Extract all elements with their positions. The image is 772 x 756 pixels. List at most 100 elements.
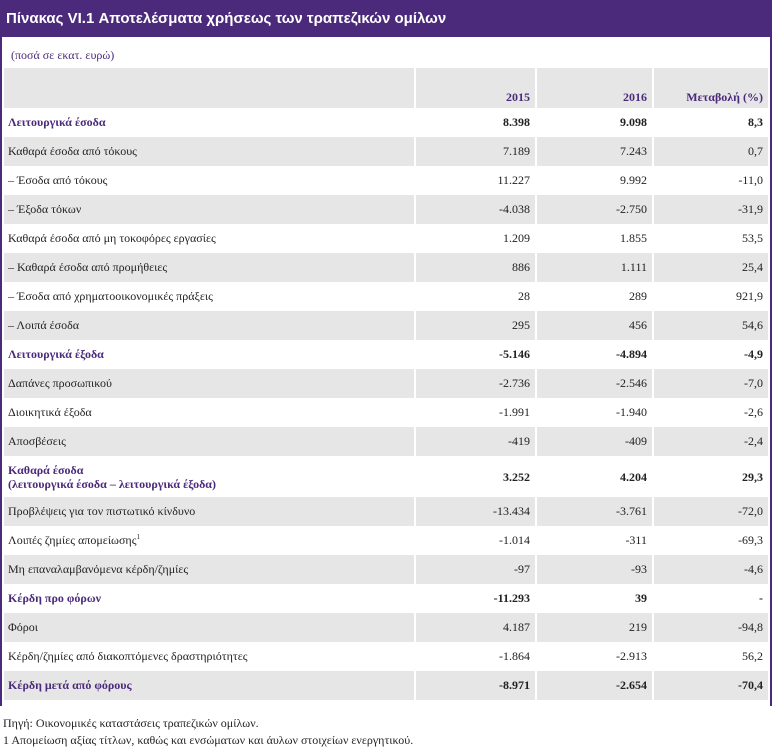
value-change: -11,0 bbox=[738, 173, 763, 187]
value-change: 0,7 bbox=[654, 137, 768, 166]
value-2015: -4.038 bbox=[416, 195, 537, 224]
value-2015: -1.014 bbox=[416, 526, 537, 555]
value-2015: -13.434 bbox=[416, 497, 537, 526]
value-change: -94,8 bbox=[654, 613, 768, 642]
row-label: Λειτουργικά έξοδα bbox=[4, 340, 416, 369]
value-2015: 886 bbox=[416, 253, 537, 282]
results-table: 2015 2016 Μεταβολή (%) Λειτουργικά έσοδα… bbox=[4, 68, 768, 700]
value-change: 25,4 bbox=[654, 253, 768, 282]
table-title: Πίνακας VI.1 Αποτελέσματα χρήσεως των τρ… bbox=[0, 0, 772, 37]
table-row: Μη επαναλαμβανόμενα κέρδη/ζημίες -97 -93… bbox=[4, 555, 768, 584]
row-label: – Έξοδα τόκων bbox=[4, 195, 416, 224]
row-label: Διοικητικά έξοδα bbox=[4, 398, 416, 427]
value-2015: 11.227 bbox=[416, 166, 537, 195]
header-label-cell bbox=[4, 68, 416, 108]
value-2015: 3.252 bbox=[416, 456, 537, 497]
table-row: – Καθαρά έσοδα από προμήθειες 886 1.111 … bbox=[4, 253, 768, 282]
row-label: Λειτουργικά έσοδα bbox=[4, 108, 416, 137]
value-2016: -2.913 bbox=[537, 642, 654, 671]
header-change: Μεταβολή (%) bbox=[654, 68, 768, 108]
value-2016: 219 bbox=[537, 613, 654, 642]
table-row: Αποσβέσεις -419 -409 -2,4 bbox=[4, 427, 768, 456]
value-change: -2,4 bbox=[654, 427, 768, 456]
row-label: – Έσοδα από χρηματοοικονομικές πράξεις bbox=[4, 282, 416, 311]
table-row: Κέρδη/ζημίες από διακοπτόμενες δραστηριό… bbox=[4, 642, 768, 671]
value-2015: -5.146 bbox=[416, 340, 537, 369]
value-2015: -2.736 bbox=[416, 369, 537, 398]
row-label: Φόροι bbox=[4, 613, 416, 642]
value-change: -4,6 bbox=[654, 555, 768, 584]
value-2016: 456 bbox=[537, 311, 654, 340]
value-2016: -4.894 bbox=[537, 340, 654, 369]
table-row: Κέρδη προ φόρων -11.293 39 - bbox=[4, 584, 768, 613]
value-change: -72,0 bbox=[654, 497, 768, 526]
row-label: Κέρδη μετά από φόρους bbox=[4, 671, 416, 700]
value-change: 54,6 bbox=[654, 311, 768, 340]
value-2015: 7.189 bbox=[416, 137, 537, 166]
table-row: Λοιπές ζημίες απομείωσης1 -1.014 -311 -6… bbox=[4, 526, 768, 555]
value-2016: -2.750 bbox=[537, 195, 654, 224]
table-row: – Έσοδα από τόκους 11.227 9.992 -11,0 bbox=[4, 166, 768, 195]
value-2015: 8.398 bbox=[416, 108, 537, 137]
value-2016: -3.761 bbox=[537, 497, 654, 526]
value-2016: -93 bbox=[537, 555, 654, 584]
value-change: -2,6 bbox=[744, 405, 763, 419]
value-change: -7,0 bbox=[654, 369, 768, 398]
value-2015: 1.209 bbox=[416, 224, 537, 253]
table-row: Καθαρά έσοδα (λειτουργικά έσοδα – λειτουρ… bbox=[4, 456, 768, 497]
value-2016: 9.992 bbox=[537, 166, 654, 195]
footnote-1: 1 Απομείωση αξίας τίτλων, καθώς και ενσώ… bbox=[3, 733, 414, 747]
value-change: 29,3 bbox=[742, 469, 763, 484]
table-row: Λειτουργικά έσοδα 8.398 9.098 8,3 bbox=[4, 108, 768, 137]
row-label: Καθαρά έσοδα από τόκους bbox=[4, 137, 416, 166]
value-2015: -8.971 bbox=[416, 671, 537, 700]
value-change: 921,9 bbox=[736, 289, 763, 303]
row-label: Καθαρά έσοδα από μη τοκοφόρες εργασίες bbox=[4, 224, 416, 253]
row-label: Κέρδη προ φόρων bbox=[4, 584, 416, 613]
value-change: 53,5 bbox=[742, 231, 763, 245]
value-2015: -1.864 bbox=[416, 642, 537, 671]
value-change: -31,9 bbox=[654, 195, 768, 224]
value-2016: -2.546 bbox=[537, 369, 654, 398]
row-label-line2: (λειτουργικά έσοδα – λειτουργικά έξοδα) bbox=[8, 476, 217, 491]
value-2016: 289 bbox=[537, 282, 654, 311]
header-2015: 2015 bbox=[416, 68, 537, 108]
header-row: 2015 2016 Μεταβολή (%) bbox=[4, 68, 768, 108]
table-row: Καθαρά έσοδα από μη τοκοφόρες εργασίες 1… bbox=[4, 224, 768, 253]
value-2015: 295 bbox=[416, 311, 537, 340]
table-row: Κέρδη μετά από φόρους -8.971 -2.654 -70,… bbox=[4, 671, 768, 700]
value-change: - bbox=[759, 591, 763, 605]
row-label: Μη επαναλαμβανόμενα κέρδη/ζημίες bbox=[4, 555, 416, 584]
value-change: -4,9 bbox=[744, 347, 763, 361]
row-label: Κέρδη/ζημίες από διακοπτόμενες δραστηριό… bbox=[4, 642, 416, 671]
table-row: Προβλέψεις για τον πιστωτικό κίνδυνο -13… bbox=[4, 497, 768, 526]
table-footer: Πηγή: Οικονομικές καταστάσεις τραπεζικών… bbox=[3, 715, 413, 749]
table-frame bbox=[0, 37, 772, 706]
table-row: Δαπάνες προσωπικού -2.736 -2.546 -7,0 bbox=[4, 369, 768, 398]
value-2015: -1.991 bbox=[416, 398, 537, 427]
value-2016: 7.243 bbox=[537, 137, 654, 166]
units-note: (ποσά σε εκατ. ευρώ) bbox=[11, 48, 115, 62]
value-2016: 1.855 bbox=[537, 224, 654, 253]
row-label-line1: Καθαρά έσοδα bbox=[8, 462, 84, 477]
row-label: Λοιπές ζημίες απομείωσης1 bbox=[4, 526, 416, 555]
value-2016: 1.111 bbox=[537, 253, 654, 282]
table-row: – Λοιπά έσοδα 295 456 54,6 bbox=[4, 311, 768, 340]
table-row: Καθαρά έσοδα από τόκους 7.189 7.243 0,7 bbox=[4, 137, 768, 166]
table-row: – Έσοδα από χρηματοοικονομικές πράξεις 2… bbox=[4, 282, 768, 311]
row-label: – Έσοδα από τόκους bbox=[4, 166, 416, 195]
header-2016: 2016 bbox=[537, 68, 654, 108]
row-label-text: Λοιπές ζημίες απομείωσης bbox=[8, 533, 137, 547]
value-2016: 4.204 bbox=[537, 456, 654, 497]
value-2015: -11.293 bbox=[416, 584, 537, 613]
value-2015: -97 bbox=[416, 555, 537, 584]
row-label: Καθαρά έσοδα (λειτουργικά έσοδα – λειτουρ… bbox=[4, 456, 416, 497]
value-2016: -2.654 bbox=[537, 671, 654, 700]
value-2016: 9.098 bbox=[537, 108, 654, 137]
source-note: Πηγή: Οικονομικές καταστάσεις τραπεζικών… bbox=[3, 716, 259, 730]
table-row: – Έξοδα τόκων -4.038 -2.750 -31,9 bbox=[4, 195, 768, 224]
row-label: – Λοιπά έσοδα bbox=[4, 311, 416, 340]
value-change: -70,4 bbox=[654, 671, 768, 700]
value-2015: 4.187 bbox=[416, 613, 537, 642]
value-change: 56,2 bbox=[742, 649, 763, 663]
